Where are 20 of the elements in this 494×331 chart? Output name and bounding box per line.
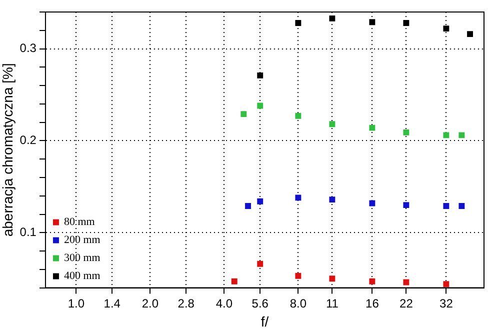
x-axis-title: f/ bbox=[260, 313, 269, 330]
x-tick-label: 5.6 bbox=[252, 296, 269, 310]
x-tick-label: 2.0 bbox=[142, 296, 159, 310]
legend-label: 300 mm bbox=[64, 252, 101, 264]
y-tick-label: 0.3 bbox=[20, 41, 37, 56]
y-axis-title: aberracja chromatyczna [%] bbox=[0, 63, 16, 237]
y-tick-label: 0.1 bbox=[20, 224, 37, 239]
legend-label: 80 mm bbox=[64, 216, 96, 228]
x-tick-label: 8.0 bbox=[290, 296, 307, 310]
legend-label: 200 mm bbox=[64, 234, 101, 246]
x-tick-label: 1.4 bbox=[104, 296, 121, 310]
x-tick-label: 22 bbox=[400, 296, 414, 310]
x-tick-label: 1.0 bbox=[68, 296, 85, 310]
x-tick-label: 32 bbox=[440, 296, 454, 310]
x-tick-label: 2.8 bbox=[178, 296, 195, 310]
legend-label: 400 mm bbox=[64, 270, 101, 282]
x-tick-label: 16 bbox=[366, 296, 380, 310]
x-tick-label: 11 bbox=[326, 296, 339, 310]
y-tick-label: 0.2 bbox=[20, 133, 37, 148]
x-tick-label: 4.0 bbox=[216, 296, 233, 310]
